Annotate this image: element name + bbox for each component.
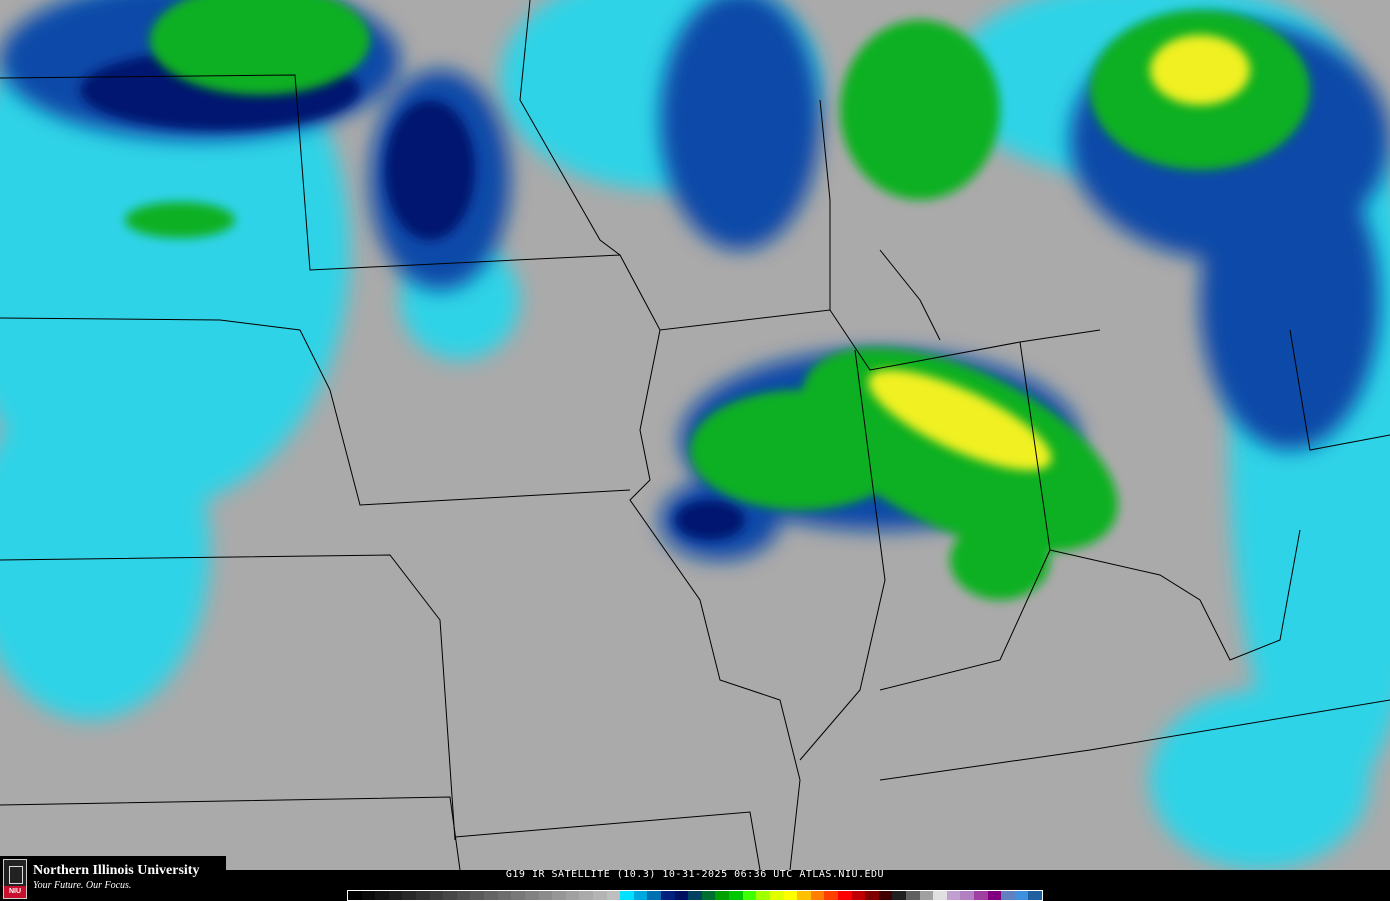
- colorbar-swatch: [524, 891, 539, 900]
- colorbar-swatch: [810, 891, 825, 900]
- colorbar-swatch: [729, 891, 743, 900]
- colorbar-swatch: [606, 891, 621, 900]
- colorbar-swatch: [579, 891, 593, 900]
- satellite-map: [0, 0, 1390, 870]
- colorbar-swatch: [933, 891, 947, 900]
- colorbar-swatch: [647, 891, 662, 900]
- colorbar-swatch: [538, 891, 553, 900]
- colorbar-swatch: [688, 891, 702, 900]
- colorbar-swatch: [511, 891, 525, 900]
- colorbar-swatch: [633, 891, 648, 900]
- colorbar-swatch: [348, 891, 362, 900]
- colorbar-swatch: [824, 891, 838, 900]
- colorbar-swatch: [851, 891, 866, 900]
- colorbar-swatch: [769, 891, 784, 900]
- colorbar-swatch: [905, 891, 920, 900]
- colorbar-swatch: [661, 891, 675, 900]
- colorbar-swatch: [1001, 891, 1015, 900]
- colorbar-swatch: [1028, 891, 1043, 900]
- colorbar-swatch: [742, 891, 757, 900]
- colorbar-swatch: [701, 891, 716, 900]
- colorbar-swatch: [946, 891, 961, 900]
- colorbar-swatch: [892, 891, 906, 900]
- cloud-yellow-layer: [868, 35, 1250, 471]
- colorbar-swatch: [620, 891, 634, 900]
- temperature-colorbar: [347, 890, 1043, 901]
- colorbar-swatch: [865, 891, 879, 900]
- colorbar-swatch: [388, 891, 403, 900]
- colorbar-swatch: [375, 891, 389, 900]
- colorbar-swatch: [674, 891, 689, 900]
- colorbar-swatch: [878, 891, 893, 900]
- colorbar-swatch: [1014, 891, 1029, 900]
- colorbar-swatch: [919, 891, 934, 900]
- colorbar-swatch: [552, 891, 566, 900]
- niu-logo: NIU Northern Illinois University Your Fu…: [0, 856, 226, 900]
- university-tagline: Your Future. Our Focus.: [33, 880, 132, 891]
- colorbar-swatch: [484, 891, 498, 900]
- colorbar-swatch: [592, 891, 607, 900]
- colorbar-swatch: [429, 891, 444, 900]
- colorbar-swatch: [470, 891, 485, 900]
- colorbar-swatch: [565, 891, 580, 900]
- colorbar-swatch: [756, 891, 770, 900]
- colorbar-swatch: [797, 891, 811, 900]
- colorbar-swatch: [960, 891, 975, 900]
- colorbar-swatch: [402, 891, 417, 900]
- colorbar-swatch: [715, 891, 730, 900]
- colorbar-swatch: [416, 891, 430, 900]
- image-caption: G19 IR SATELLITE (10.3) 10-31-2025 06:36…: [505, 869, 885, 880]
- state-borders: [0, 0, 1390, 870]
- colorbar-swatch: [987, 891, 1002, 900]
- colorbar-swatch: [837, 891, 852, 900]
- niu-shield-icon: NIU: [3, 859, 27, 899]
- logo-badge: NIU: [4, 886, 26, 898]
- colorbar-swatch: [497, 891, 512, 900]
- colorbar-swatch: [456, 891, 471, 900]
- university-name: Northern Illinois University: [33, 863, 200, 878]
- colorbar-swatch: [361, 891, 376, 900]
- colorbar-swatch: [783, 891, 798, 900]
- colorbar-swatch: [443, 891, 457, 900]
- colorbar-swatch: [974, 891, 988, 900]
